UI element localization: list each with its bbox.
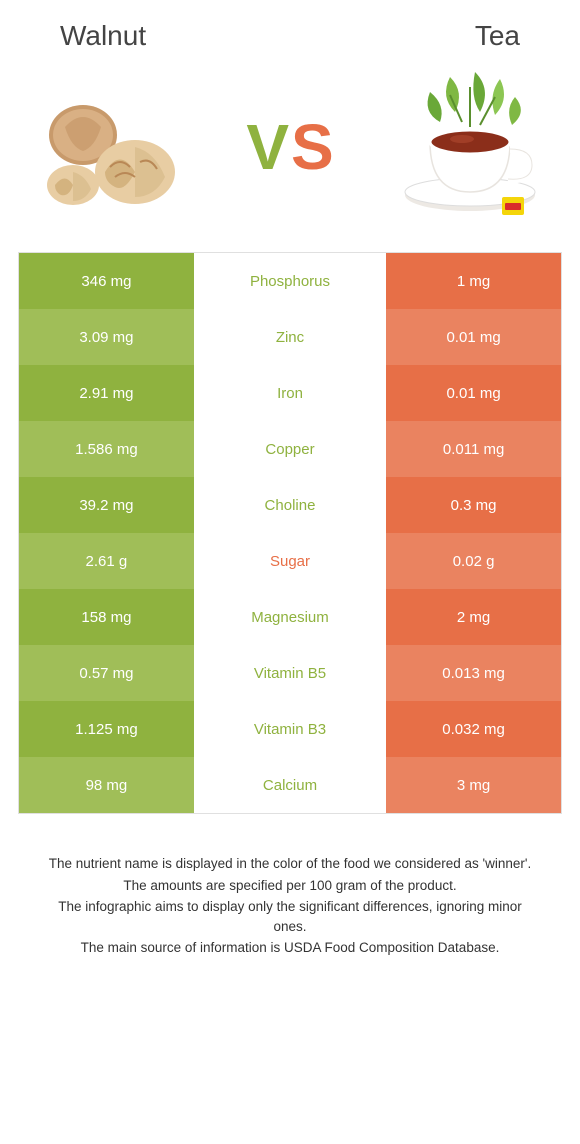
table-row: 1.586 mgCopper0.011 mg [19,421,561,477]
table-row: 158 mgMagnesium2 mg [19,589,561,645]
left-value: 346 mg [19,253,194,309]
tea-image [380,72,550,222]
right-value: 2 mg [386,589,561,645]
table-row: 39.2 mgCholine0.3 mg [19,477,561,533]
nutrient-label: Phosphorus [194,253,386,309]
footnotes: The nutrient name is displayed in the co… [45,854,535,958]
right-value: 3 mg [386,757,561,813]
comparison-table: 346 mgPhosphorus1 mg3.09 mgZinc0.01 mg2.… [18,252,562,814]
left-value: 158 mg [19,589,194,645]
right-value: 0.3 mg [386,477,561,533]
left-value: 3.09 mg [19,309,194,365]
left-value: 2.91 mg [19,365,194,421]
nutrient-label: Copper [194,421,386,477]
right-value: 1 mg [386,253,561,309]
vs-label: VS [246,110,333,184]
left-value: 39.2 mg [19,477,194,533]
right-value: 0.01 mg [386,365,561,421]
nutrient-label: Vitamin B5 [194,645,386,701]
left-value: 98 mg [19,757,194,813]
table-row: 3.09 mgZinc0.01 mg [19,309,561,365]
table-row: 1.125 mgVitamin B30.032 mg [19,701,561,757]
table-row: 2.91 mgIron0.01 mg [19,365,561,421]
right-value: 0.011 mg [386,421,561,477]
left-food-title: Walnut [60,20,146,52]
footnote-line: The main source of information is USDA F… [45,938,535,958]
footnote-line: The infographic aims to display only the… [45,897,535,936]
footnote-line: The nutrient name is displayed in the co… [45,854,535,874]
table-row: 0.57 mgVitamin B50.013 mg [19,645,561,701]
table-row: 2.61 gSugar0.02 g [19,533,561,589]
left-value: 1.586 mg [19,421,194,477]
table-row: 98 mgCalcium3 mg [19,757,561,813]
nutrient-label: Zinc [194,309,386,365]
right-food-title: Tea [475,20,520,52]
vs-v-letter: V [246,110,289,184]
nutrient-label: Magnesium [194,589,386,645]
vs-s-letter: S [291,110,334,184]
left-value: 2.61 g [19,533,194,589]
right-value: 0.01 mg [386,309,561,365]
nutrient-label: Vitamin B3 [194,701,386,757]
nutrient-label: Sugar [194,533,386,589]
footnote-line: The amounts are specified per 100 gram o… [45,876,535,896]
right-value: 0.02 g [386,533,561,589]
nutrient-label: Calcium [194,757,386,813]
right-value: 0.013 mg [386,645,561,701]
walnut-image [30,72,200,222]
table-row: 346 mgPhosphorus1 mg [19,253,561,309]
right-value: 0.032 mg [386,701,561,757]
nutrient-label: Choline [194,477,386,533]
left-value: 1.125 mg [19,701,194,757]
hero-row: VS [0,52,580,252]
nutrient-label: Iron [194,365,386,421]
header: Walnut Tea [0,0,580,52]
left-value: 0.57 mg [19,645,194,701]
